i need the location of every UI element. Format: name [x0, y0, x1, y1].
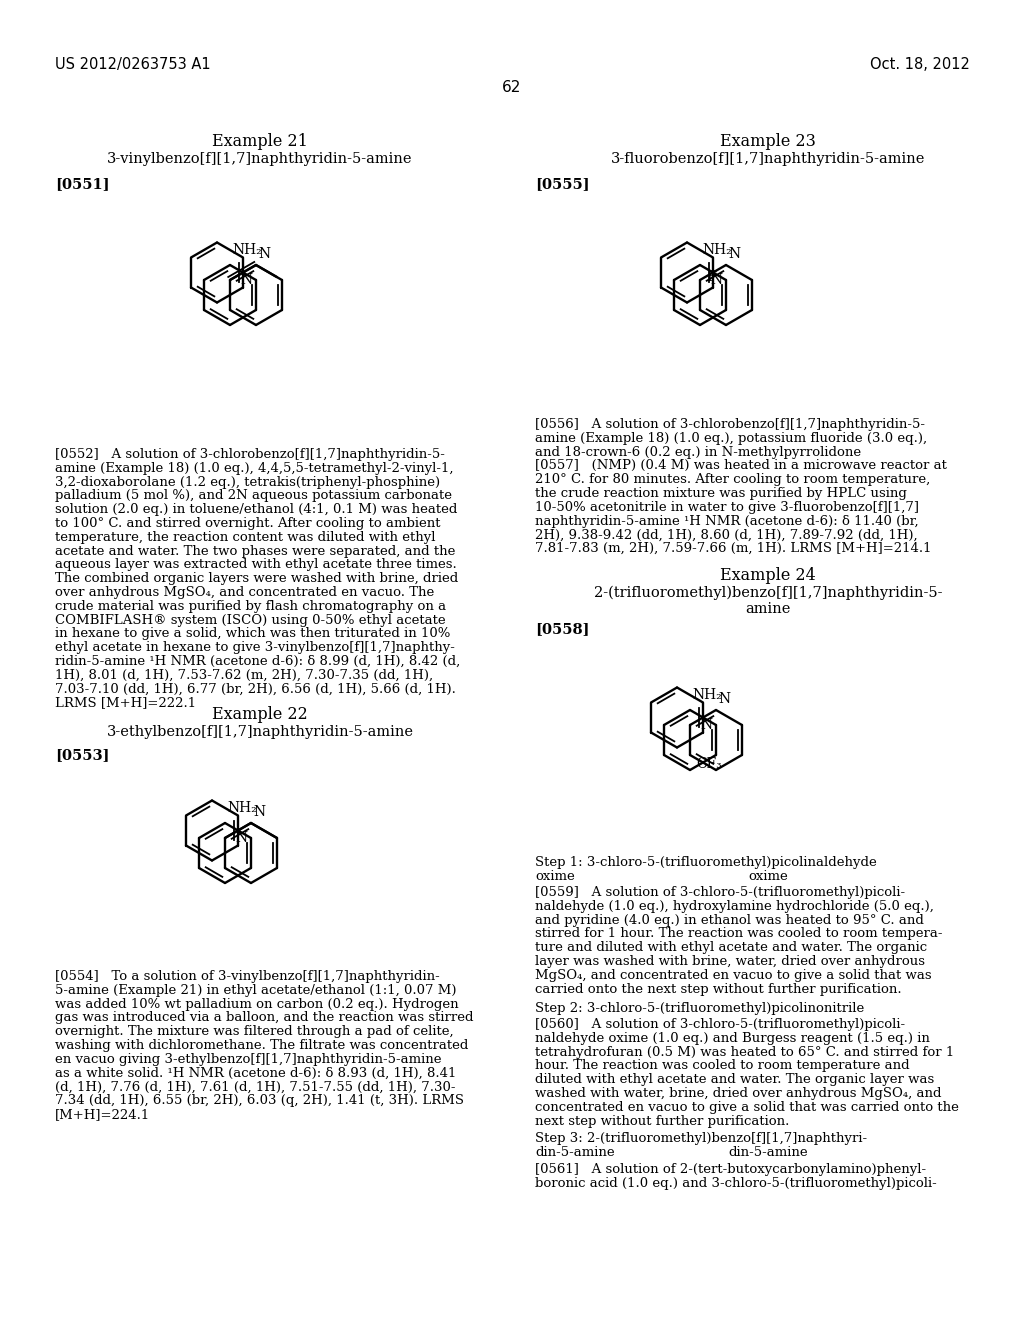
- Text: N: N: [236, 832, 248, 845]
- Text: 2-(trifluoromethyl)benzo[f][1,7]naphthyridin-5-: 2-(trifluoromethyl)benzo[f][1,7]naphthyr…: [594, 586, 942, 601]
- Text: din-5-amine: din-5-amine: [728, 1146, 808, 1159]
- Text: COMBIFLASH® system (ISCO) using 0-50% ethyl acetate: COMBIFLASH® system (ISCO) using 0-50% et…: [55, 614, 445, 627]
- Text: Step 1: 3-chloro-5-(trifluoromethyl)picolinaldehyde: Step 1: 3-chloro-5-(trifluoromethyl)pico…: [535, 855, 877, 869]
- Text: amine (Example 18) (1.0 eq.), 4,4,5,5-tetramethyl-2-vinyl-1,: amine (Example 18) (1.0 eq.), 4,4,5,5-te…: [55, 462, 454, 475]
- Text: en vacuo giving 3-ethylbenzo[f][1,7]naphthyridin-5-amine: en vacuo giving 3-ethylbenzo[f][1,7]naph…: [55, 1053, 441, 1065]
- Text: naldehyde (1.0 eq.), hydroxylamine hydrochloride (5.0 eq.),: naldehyde (1.0 eq.), hydroxylamine hydro…: [535, 900, 934, 913]
- Text: N: N: [241, 273, 253, 286]
- Text: 7.81-7.83 (m, 2H), 7.59-7.66 (m, 1H). LRMS [M+H]=214.1: 7.81-7.83 (m, 2H), 7.59-7.66 (m, 1H). LR…: [535, 543, 932, 556]
- Text: over anhydrous MgSO₄, and concentrated en vacuo. The: over anhydrous MgSO₄, and concentrated e…: [55, 586, 434, 599]
- Text: ethyl acetate in hexane to give 3-vinylbenzo[f][1,7]naphthy-: ethyl acetate in hexane to give 3-vinylb…: [55, 642, 455, 655]
- Text: gas was introduced via a balloon, and the reaction was stirred: gas was introduced via a balloon, and th…: [55, 1011, 473, 1024]
- Text: [0553]: [0553]: [55, 748, 110, 762]
- Text: naldehyde oxime (1.0 eq.) and Burgess reagent (1.5 eq.) in: naldehyde oxime (1.0 eq.) and Burgess re…: [535, 1032, 930, 1045]
- Text: N: N: [700, 718, 713, 733]
- Text: Example 22: Example 22: [212, 706, 308, 723]
- Text: amine (Example 18) (1.0 eq.), potassium fluoride (3.0 eq.),: amine (Example 18) (1.0 eq.), potassium …: [535, 432, 927, 445]
- Text: concentrated en vacuo to give a solid that was carried onto the: concentrated en vacuo to give a solid th…: [535, 1101, 958, 1114]
- Text: diluted with ethyl acetate and water. The organic layer was: diluted with ethyl acetate and water. Th…: [535, 1073, 934, 1086]
- Text: and pyridine (4.0 eq.) in ethanol was heated to 95° C. and: and pyridine (4.0 eq.) in ethanol was he…: [535, 913, 924, 927]
- Text: [0558]: [0558]: [535, 622, 590, 636]
- Text: US 2012/0263753 A1: US 2012/0263753 A1: [55, 57, 211, 73]
- Text: 7.03-7.10 (dd, 1H), 6.77 (br, 2H), 6.56 (d, 1H), 5.66 (d, 1H).: 7.03-7.10 (dd, 1H), 6.77 (br, 2H), 6.56 …: [55, 682, 456, 696]
- Text: 3-fluorobenzo[f][1,7]naphthyridin-5-amine: 3-fluorobenzo[f][1,7]naphthyridin-5-amin…: [610, 152, 926, 166]
- Text: [0551]: [0551]: [55, 177, 110, 191]
- Text: oxime: oxime: [535, 870, 574, 883]
- Text: acetate and water. The two phases were separated, and the: acetate and water. The two phases were s…: [55, 545, 456, 557]
- Text: palladium (5 mol %), and 2N aqueous potassium carbonate: palladium (5 mol %), and 2N aqueous pota…: [55, 490, 452, 503]
- Text: LRMS [M+H]=222.1: LRMS [M+H]=222.1: [55, 697, 197, 709]
- Text: washed with water, brine, dried over anhydrous MgSO₄, and: washed with water, brine, dried over anh…: [535, 1086, 941, 1100]
- Text: Example 23: Example 23: [720, 133, 816, 150]
- Text: ridin-5-amine ¹H NMR (acetone d-6): δ 8.99 (d, 1H), 8.42 (d,: ridin-5-amine ¹H NMR (acetone d-6): δ 8.…: [55, 655, 460, 668]
- Text: Step 3: 2-(trifluoromethyl)benzo[f][1,7]naphthyri-: Step 3: 2-(trifluoromethyl)benzo[f][1,7]…: [535, 1133, 867, 1144]
- Text: CF₃: CF₃: [696, 756, 722, 771]
- Text: N: N: [718, 692, 730, 706]
- Text: boronic acid (1.0 eq.) and 3-chloro-5-(trifluoromethyl)picoli-: boronic acid (1.0 eq.) and 3-chloro-5-(t…: [535, 1177, 937, 1189]
- Text: Step 2: 3-chloro-5-(trifluoromethyl)picolinonitrile: Step 2: 3-chloro-5-(trifluoromethyl)pico…: [535, 1002, 864, 1015]
- Text: [0556]   A solution of 3-chlorobenzo[f][1,7]naphthyridin-5-: [0556] A solution of 3-chlorobenzo[f][1,…: [535, 418, 925, 432]
- Text: N: N: [728, 247, 740, 261]
- Text: NH₂: NH₂: [232, 243, 262, 257]
- Text: solution (2.0 eq.) in toluene/ethanol (4:1, 0.1 M) was heated: solution (2.0 eq.) in toluene/ethanol (4…: [55, 503, 458, 516]
- Text: was added 10% wt palladium on carbon (0.2 eq.). Hydrogen: was added 10% wt palladium on carbon (0.…: [55, 998, 459, 1011]
- Text: (d, 1H), 7.76 (d, 1H), 7.61 (d, 1H), 7.51-7.55 (dd, 1H), 7.30-: (d, 1H), 7.76 (d, 1H), 7.61 (d, 1H), 7.5…: [55, 1080, 456, 1093]
- Text: 2H), 9.38-9.42 (dd, 1H), 8.60 (d, 1H), 7.89-7.92 (dd, 1H),: 2H), 9.38-9.42 (dd, 1H), 8.60 (d, 1H), 7…: [535, 528, 918, 541]
- Text: layer was washed with brine, water, dried over anhydrous: layer was washed with brine, water, drie…: [535, 954, 925, 968]
- Text: tetrahydrofuran (0.5 M) was heated to 65° C. and stirred for 1: tetrahydrofuran (0.5 M) was heated to 65…: [535, 1045, 954, 1059]
- Text: [0559]   A solution of 3-chloro-5-(trifluoromethyl)picoli-: [0559] A solution of 3-chloro-5-(trifluo…: [535, 886, 905, 899]
- Text: [0552]   A solution of 3-chlorobenzo[f][1,7]naphthyridin-5-: [0552] A solution of 3-chlorobenzo[f][1,…: [55, 447, 444, 461]
- Text: washing with dichloromethane. The filtrate was concentrated: washing with dichloromethane. The filtra…: [55, 1039, 468, 1052]
- Text: ture and diluted with ethyl acetate and water. The organic: ture and diluted with ethyl acetate and …: [535, 941, 927, 954]
- Text: N: N: [258, 247, 270, 261]
- Text: Example 21: Example 21: [212, 133, 308, 150]
- Text: 5-amine (Example 21) in ethyl acetate/ethanol (1:1, 0.07 M): 5-amine (Example 21) in ethyl acetate/et…: [55, 983, 457, 997]
- Text: din-5-amine: din-5-amine: [535, 1146, 614, 1159]
- Text: Example 24: Example 24: [720, 568, 816, 583]
- Text: and 18-crown-6 (0.2 eq.) in N-methylpyrrolidone: and 18-crown-6 (0.2 eq.) in N-methylpyrr…: [535, 446, 861, 458]
- Text: aqueous layer was extracted with ethyl acetate three times.: aqueous layer was extracted with ethyl a…: [55, 558, 457, 572]
- Text: 1H), 8.01 (d, 1H), 7.53-7.62 (m, 2H), 7.30-7.35 (dd, 1H),: 1H), 8.01 (d, 1H), 7.53-7.62 (m, 2H), 7.…: [55, 669, 433, 682]
- Text: amine: amine: [745, 602, 791, 616]
- Text: NH₂: NH₂: [692, 688, 722, 702]
- Text: oxime: oxime: [749, 870, 787, 883]
- Text: to 100° C. and stirred overnight. After cooling to ambient: to 100° C. and stirred overnight. After …: [55, 517, 440, 531]
- Text: MgSO₄, and concentrated en vacuo to give a solid that was: MgSO₄, and concentrated en vacuo to give…: [535, 969, 932, 982]
- Text: 7.34 (dd, 1H), 6.55 (br, 2H), 6.03 (q, 2H), 1.41 (t, 3H). LRMS: 7.34 (dd, 1H), 6.55 (br, 2H), 6.03 (q, 2…: [55, 1094, 464, 1107]
- Text: Oct. 18, 2012: Oct. 18, 2012: [870, 57, 970, 73]
- Text: the crude reaction mixture was purified by HPLC using: the crude reaction mixture was purified …: [535, 487, 907, 500]
- Text: overnight. The mixture was filtered through a pad of celite,: overnight. The mixture was filtered thro…: [55, 1026, 454, 1039]
- Text: 10-50% acetonitrile in water to give 3-fluorobenzo[f][1,7]: 10-50% acetonitrile in water to give 3-f…: [535, 500, 919, 513]
- Text: crude material was purified by flash chromatography on a: crude material was purified by flash chr…: [55, 599, 446, 612]
- Text: 3,2-dioxaborolane (1.2 eq.), tetrakis(triphenyl-phosphine): 3,2-dioxaborolane (1.2 eq.), tetrakis(tr…: [55, 475, 440, 488]
- Text: hour. The reaction was cooled to room temperature and: hour. The reaction was cooled to room te…: [535, 1060, 909, 1072]
- Text: NH₂: NH₂: [702, 243, 732, 257]
- Text: naphthyridin-5-amine ¹H NMR (acetone d-6): δ 11.40 (br,: naphthyridin-5-amine ¹H NMR (acetone d-6…: [535, 515, 919, 528]
- Text: N: N: [711, 273, 723, 286]
- Text: carried onto the next step without further purification.: carried onto the next step without furth…: [535, 982, 901, 995]
- Text: [0560]   A solution of 3-chloro-5-(trifluoromethyl)picoli-: [0560] A solution of 3-chloro-5-(trifluo…: [535, 1018, 905, 1031]
- Text: in hexane to give a solid, which was then triturated in 10%: in hexane to give a solid, which was the…: [55, 627, 451, 640]
- Text: stirred for 1 hour. The reaction was cooled to room tempera-: stirred for 1 hour. The reaction was coo…: [535, 928, 942, 940]
- Text: [0561]   A solution of 2-(tert-butoxycarbonylamino)phenyl-: [0561] A solution of 2-(tert-butoxycarbo…: [535, 1163, 926, 1176]
- Text: N: N: [253, 805, 265, 818]
- Text: 3-vinylbenzo[f][1,7]naphthyridin-5-amine: 3-vinylbenzo[f][1,7]naphthyridin-5-amine: [108, 152, 413, 166]
- Text: [0554]   To a solution of 3-vinylbenzo[f][1,7]naphthyridin-: [0554] To a solution of 3-vinylbenzo[f][…: [55, 970, 439, 983]
- Text: next step without further purification.: next step without further purification.: [535, 1114, 790, 1127]
- Text: as a white solid. ¹H NMR (acetone d-6): δ 8.93 (d, 1H), 8.41: as a white solid. ¹H NMR (acetone d-6): …: [55, 1067, 457, 1080]
- Text: [0557]   (NMP) (0.4 M) was heated in a microwave reactor at: [0557] (NMP) (0.4 M) was heated in a mic…: [535, 459, 947, 473]
- Text: NH₂: NH₂: [227, 801, 257, 814]
- Text: temperature, the reaction content was diluted with ethyl: temperature, the reaction content was di…: [55, 531, 435, 544]
- Text: The combined organic layers were washed with brine, dried: The combined organic layers were washed …: [55, 572, 459, 585]
- Text: 210° C. for 80 minutes. After cooling to room temperature,: 210° C. for 80 minutes. After cooling to…: [535, 473, 930, 486]
- Text: 3-ethylbenzo[f][1,7]naphthyridin-5-amine: 3-ethylbenzo[f][1,7]naphthyridin-5-amine: [106, 725, 414, 739]
- Text: [M+H]=224.1: [M+H]=224.1: [55, 1107, 151, 1121]
- Text: [0555]: [0555]: [535, 177, 590, 191]
- Text: 62: 62: [503, 81, 521, 95]
- Text: F: F: [706, 271, 716, 284]
